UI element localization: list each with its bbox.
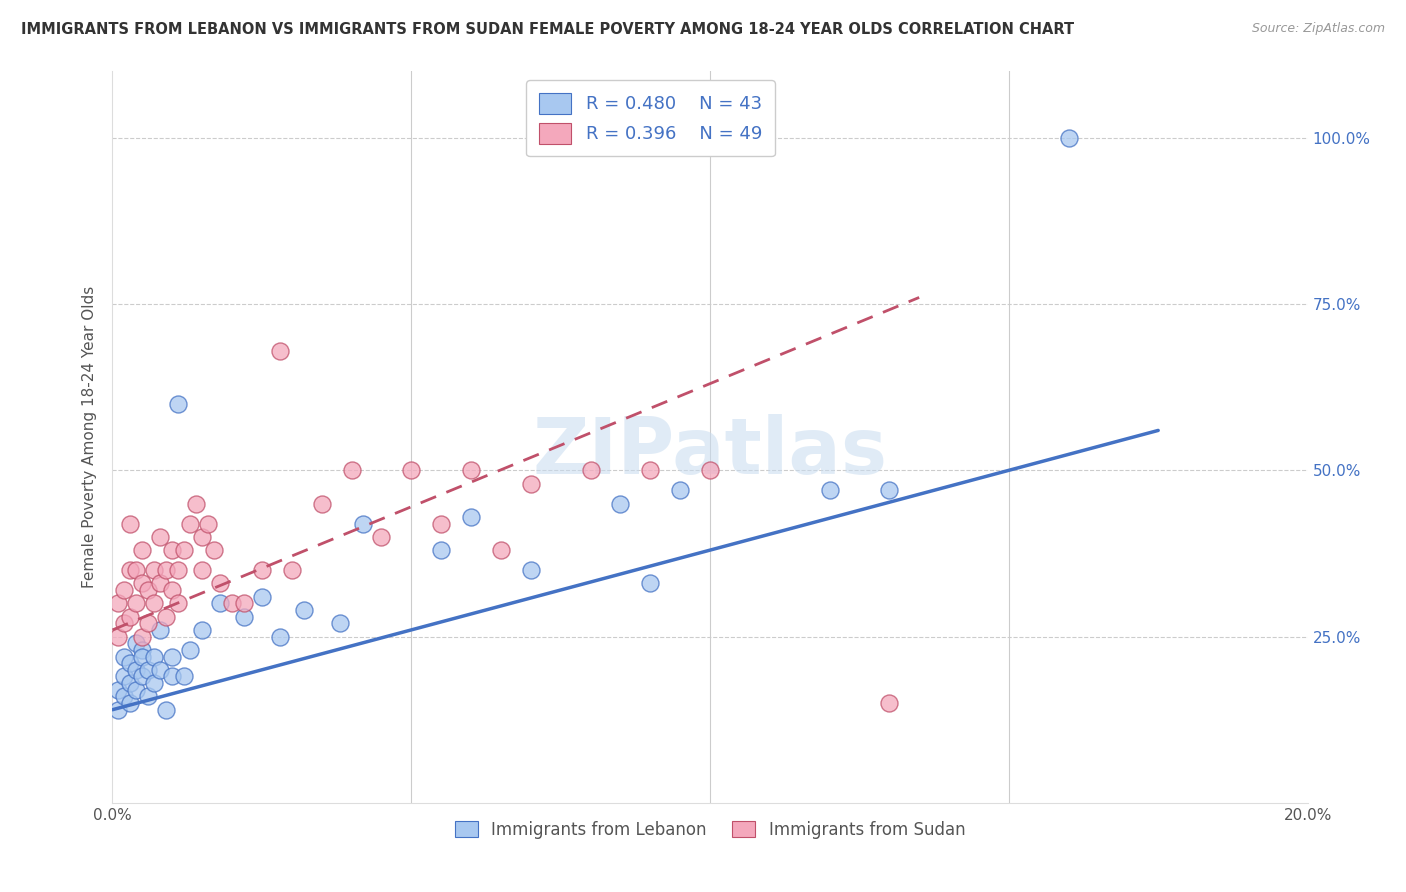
Point bbox=[669, 483, 692, 498]
Point bbox=[125, 682, 148, 697]
Point bbox=[221, 596, 243, 610]
Point bbox=[292, 603, 315, 617]
Text: ZIPatlas: ZIPatlas bbox=[533, 414, 887, 490]
Point bbox=[191, 530, 214, 544]
Legend: Immigrants from Lebanon, Immigrants from Sudan: Immigrants from Lebanon, Immigrants from… bbox=[449, 814, 972, 846]
Y-axis label: Female Poverty Among 18-24 Year Olds: Female Poverty Among 18-24 Year Olds bbox=[82, 286, 97, 588]
Point bbox=[1057, 131, 1080, 145]
Point bbox=[520, 563, 543, 577]
Point bbox=[143, 649, 166, 664]
Point bbox=[131, 649, 153, 664]
Point bbox=[143, 596, 166, 610]
Point bbox=[209, 576, 232, 591]
Point bbox=[233, 609, 256, 624]
Point bbox=[609, 497, 631, 511]
Point bbox=[233, 596, 256, 610]
Point bbox=[197, 516, 219, 531]
Point bbox=[149, 530, 172, 544]
Point bbox=[107, 596, 129, 610]
Point bbox=[191, 563, 214, 577]
Point bbox=[329, 616, 352, 631]
Point bbox=[179, 516, 201, 531]
Point bbox=[353, 516, 375, 531]
Point bbox=[125, 636, 148, 650]
Point bbox=[640, 463, 662, 477]
Point bbox=[879, 696, 901, 710]
Point bbox=[131, 576, 153, 591]
Point bbox=[162, 669, 183, 683]
Point bbox=[138, 616, 160, 631]
Point bbox=[186, 497, 208, 511]
Point bbox=[138, 582, 160, 597]
Point bbox=[107, 630, 129, 644]
Point bbox=[489, 543, 512, 558]
Point bbox=[209, 596, 232, 610]
Point bbox=[281, 563, 304, 577]
Point bbox=[179, 643, 201, 657]
Point bbox=[269, 343, 291, 358]
Point bbox=[131, 643, 153, 657]
Point bbox=[311, 497, 333, 511]
Point bbox=[340, 463, 363, 477]
Point bbox=[131, 543, 153, 558]
Point bbox=[699, 463, 721, 477]
Point bbox=[149, 623, 172, 637]
Point bbox=[149, 663, 172, 677]
Point bbox=[120, 609, 142, 624]
Point bbox=[879, 483, 901, 498]
Point bbox=[269, 630, 291, 644]
Point bbox=[460, 509, 482, 524]
Point bbox=[191, 623, 214, 637]
Point bbox=[579, 463, 602, 477]
Point bbox=[167, 596, 190, 610]
Point bbox=[155, 563, 177, 577]
Point bbox=[114, 669, 135, 683]
Point bbox=[114, 582, 135, 597]
Point bbox=[162, 543, 183, 558]
Point bbox=[114, 690, 135, 704]
Point bbox=[401, 463, 423, 477]
Point bbox=[162, 649, 183, 664]
Point bbox=[143, 563, 166, 577]
Point bbox=[114, 616, 135, 631]
Point bbox=[640, 576, 662, 591]
Point bbox=[125, 596, 148, 610]
Point bbox=[120, 563, 142, 577]
Point bbox=[155, 703, 177, 717]
Point bbox=[125, 563, 148, 577]
Point bbox=[155, 609, 177, 624]
Point bbox=[120, 696, 142, 710]
Point bbox=[202, 543, 225, 558]
Point bbox=[143, 676, 166, 690]
Point bbox=[173, 669, 195, 683]
Point bbox=[250, 590, 273, 604]
Point bbox=[120, 676, 142, 690]
Point bbox=[162, 582, 183, 597]
Point bbox=[250, 563, 273, 577]
Point bbox=[131, 669, 153, 683]
Point bbox=[173, 543, 195, 558]
Point bbox=[430, 543, 453, 558]
Point bbox=[107, 703, 129, 717]
Point bbox=[120, 656, 142, 670]
Point bbox=[138, 663, 160, 677]
Point bbox=[131, 630, 153, 644]
Point bbox=[818, 483, 841, 498]
Point bbox=[138, 690, 160, 704]
Point bbox=[460, 463, 482, 477]
Point bbox=[107, 682, 129, 697]
Point bbox=[149, 576, 172, 591]
Point bbox=[114, 649, 135, 664]
Point bbox=[430, 516, 453, 531]
Point bbox=[125, 663, 148, 677]
Point bbox=[167, 563, 190, 577]
Point bbox=[167, 397, 190, 411]
Point bbox=[520, 476, 543, 491]
Text: Source: ZipAtlas.com: Source: ZipAtlas.com bbox=[1251, 22, 1385, 36]
Point bbox=[120, 516, 142, 531]
Point bbox=[370, 530, 392, 544]
Text: IMMIGRANTS FROM LEBANON VS IMMIGRANTS FROM SUDAN FEMALE POVERTY AMONG 18-24 YEAR: IMMIGRANTS FROM LEBANON VS IMMIGRANTS FR… bbox=[21, 22, 1074, 37]
